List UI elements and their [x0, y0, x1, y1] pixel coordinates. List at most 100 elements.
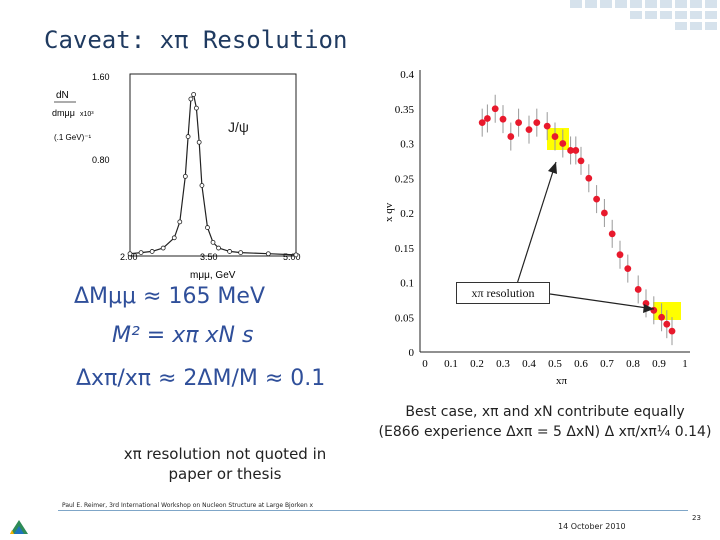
jpsi-peak-label: J/ψ — [228, 119, 249, 135]
xqv-data-point — [658, 313, 665, 321]
jpsi-data-point — [191, 92, 197, 97]
right-ytick-label: 0.35 — [395, 104, 415, 116]
right-xtick-label: 0 — [422, 358, 428, 370]
xqv-data-point — [608, 230, 616, 238]
xqv-points — [478, 94, 676, 346]
right-ytick-label: 0.3 — [400, 139, 414, 151]
jpsi-data-point — [160, 245, 166, 251]
jpsi-data-point — [216, 245, 221, 251]
jpsi-data-point — [210, 239, 216, 245]
arrow-upper — [516, 161, 557, 285]
right-ytick-label: 0.05 — [395, 312, 415, 324]
jpsi-data-point — [127, 251, 133, 257]
arrowhead-upper-icon — [548, 162, 557, 174]
xqv-data-point — [543, 122, 551, 130]
xqv-data-point — [525, 126, 533, 133]
right-ytick-label: 0.1 — [400, 278, 414, 290]
xqv-data-point — [533, 119, 541, 127]
formula-ratio: Δxπ/xπ ≈ 2ΔM/M ≈ 0.1 — [76, 366, 326, 391]
arrow-lower — [549, 293, 655, 310]
jpsi-data-point — [227, 249, 233, 254]
xqv-plot: 0 0.05 0.1 0.15 0.2 0.25 0.3 0.35 0.4 0 0.1 0.2 0.3… — [370, 62, 700, 392]
jpsi-curve-group — [127, 92, 299, 258]
slide-title: Caveat: xπ Resolution — [44, 26, 348, 54]
footer-author: Paul E. Reimer, 3rd International Worksh… — [62, 502, 314, 509]
left-ylabel-units: (.1 GeV)⁻¹ — [54, 133, 91, 142]
xqv-data-point — [593, 195, 600, 203]
resolution-callout: xπ resolution — [456, 282, 550, 304]
left-ytick-1: 0.80 — [92, 155, 110, 165]
right-ytick-label: 0.2 — [400, 208, 414, 220]
right-xlabel: xπ — [556, 375, 568, 387]
jpsi-data-point — [196, 139, 202, 145]
right-xtick-label: 0.1 — [444, 358, 458, 370]
right-xtick-label: 0.8 — [626, 358, 640, 370]
right-ytick-label: 0.25 — [395, 173, 415, 185]
jpsi-data-point — [185, 134, 191, 139]
xqv-data-point — [567, 147, 574, 154]
xqv-data-point — [577, 157, 585, 165]
jpsi-data-point — [138, 250, 144, 255]
left-xtick-1: 3.50 — [200, 252, 218, 262]
jpsi-data-point — [238, 250, 244, 255]
jpsi-data-point — [293, 252, 299, 258]
xqv-data-point — [559, 140, 567, 147]
formula-m2: M² = xπ xN s — [112, 323, 254, 348]
right-xticks: 0 0.1 0.2 0.3 0.4 0.5 0.6 0.7 0.8 0.9 1 — [422, 358, 688, 370]
corner-decoration — [570, 0, 717, 30]
jpsi-data-point — [205, 225, 210, 230]
formula-delta-m: ΔMμμ ≈ 165 MeV — [74, 284, 265, 309]
jpsi-data-point — [265, 251, 271, 257]
footer-divider — [58, 510, 688, 511]
note-left: xπ resolution not quoted in paper or the… — [123, 445, 327, 483]
xqv-data-point — [484, 115, 491, 122]
xqv-data-point — [491, 105, 499, 113]
xqv-data-point — [634, 286, 642, 293]
xqv-data-point — [551, 133, 559, 140]
xqv-data-point — [624, 265, 632, 272]
xqv-data-point — [572, 147, 580, 154]
right-ytick-label: 0.15 — [395, 243, 415, 255]
xqv-data-point — [616, 251, 624, 259]
right-xtick-label: 0.2 — [470, 358, 484, 370]
xqv-data-point — [478, 119, 486, 127]
right-xtick-label: 0.3 — [496, 358, 510, 370]
note-right: Best case, xπ and xN contribute equally … — [365, 402, 720, 442]
xqv-data-point — [499, 115, 507, 123]
xqv-data-point — [663, 320, 671, 328]
arrowhead-lower-icon — [643, 304, 654, 313]
jpsi-data-point — [188, 96, 194, 102]
xqv-data-point — [601, 209, 608, 217]
left-ytick-0: 1.60 — [92, 72, 110, 82]
left-ylabel-bottom: dmμμ — [52, 108, 75, 118]
argonne-logo-icon — [10, 520, 28, 534]
jpsi-mass-plot: 1.60 0.80 dN dmμμ x10³ (.1 GeV)⁻¹ 2.00 3… — [50, 66, 330, 290]
jpsi-data-point — [177, 219, 183, 225]
xqv-data-point — [668, 327, 676, 335]
jpsi-data-point — [199, 183, 205, 188]
xqv-data-point — [585, 174, 593, 182]
footer-date: 14 October 2010 — [558, 522, 626, 531]
right-yticks: 0 0.05 0.1 0.15 0.2 0.25 0.3 0.35 0.4 — [395, 69, 415, 359]
note-right-line-2: (E866 experience Δxπ = 5 ΔxN) Δ xπ/xπ¼ 0… — [378, 424, 712, 440]
jpsi-data-point — [182, 173, 188, 179]
right-xtick-label: 0.5 — [548, 358, 562, 370]
right-ylabel: x qv — [383, 202, 395, 222]
left-xtick-0: 2.00 — [120, 252, 138, 262]
right-xtick-label: 0.9 — [652, 358, 666, 370]
highlight-box-upper — [547, 128, 569, 150]
footer-page-number: 23 — [692, 514, 701, 522]
left-ylabel-scale: x10³ — [80, 111, 94, 118]
jpsi-data-point — [171, 235, 177, 241]
right-xtick-label: 0.4 — [522, 358, 536, 370]
jpsi-data-point — [193, 105, 199, 111]
right-xtick-label: 0.6 — [574, 358, 588, 370]
right-ytick-label: 0.4 — [400, 69, 414, 81]
right-ytick-label: 0 — [409, 347, 415, 359]
left-xlabel: mμμ, GeV — [190, 270, 236, 281]
right-xtick-label: 0.7 — [600, 358, 614, 370]
jpsi-data-point — [149, 249, 155, 254]
left-ylabel-top: dN — [56, 90, 69, 101]
right-xtick-label: 1 — [682, 358, 688, 370]
xqv-data-point — [507, 133, 515, 140]
